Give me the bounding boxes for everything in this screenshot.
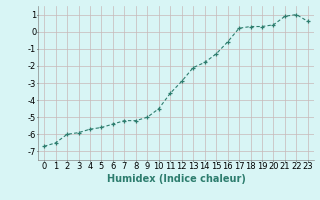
X-axis label: Humidex (Indice chaleur): Humidex (Indice chaleur) bbox=[107, 174, 245, 184]
